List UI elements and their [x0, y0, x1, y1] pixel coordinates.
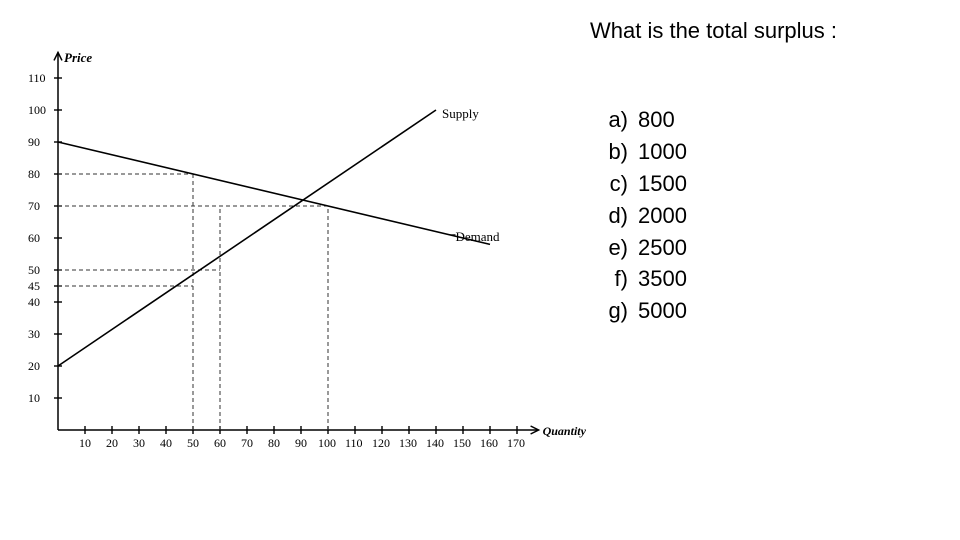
supply-label: Supply — [442, 106, 479, 122]
option-letter: g) — [590, 295, 638, 327]
x-axis-label: Quantity — [543, 424, 586, 439]
y-tick-label: 100 — [28, 103, 46, 118]
x-tick-label: 30 — [133, 436, 145, 451]
y-tick-label: 80 — [28, 167, 40, 182]
option-row: d)2000 — [590, 200, 940, 232]
chart: PriceQuantity102030404550607080901001101… — [0, 0, 580, 500]
x-tick-label: 20 — [106, 436, 118, 451]
option-letter: f) — [590, 263, 638, 295]
y-tick-label: 60 — [28, 231, 40, 246]
y-tick-label: 10 — [28, 391, 40, 406]
demand-label: Demand — [456, 229, 500, 245]
x-tick-label: 90 — [295, 436, 307, 451]
y-tick-label: 50 — [28, 263, 40, 278]
x-tick-label: 70 — [241, 436, 253, 451]
option-value: 1500 — [638, 168, 687, 200]
x-tick-label: 80 — [268, 436, 280, 451]
x-tick-label: 60 — [214, 436, 226, 451]
option-row: e)2500 — [590, 232, 940, 264]
x-tick-label: 40 — [160, 436, 172, 451]
x-tick-label: 10 — [79, 436, 91, 451]
option-letter: e) — [590, 232, 638, 264]
page: PriceQuantity102030404550607080901001101… — [0, 0, 960, 540]
option-value: 1000 — [638, 136, 687, 168]
x-tick-label: 100 — [318, 436, 336, 451]
x-tick-label: 130 — [399, 436, 417, 451]
x-tick-label: 50 — [187, 436, 199, 451]
y-tick-label: 45 — [28, 279, 40, 294]
option-letter: b) — [590, 136, 638, 168]
option-row: b)1000 — [590, 136, 940, 168]
option-letter: a) — [590, 104, 638, 136]
x-tick-label: 150 — [453, 436, 471, 451]
option-value: 5000 — [638, 295, 687, 327]
option-letter: d) — [590, 200, 638, 232]
x-tick-label: 140 — [426, 436, 444, 451]
y-tick-label: 20 — [28, 359, 40, 374]
x-tick-label: 160 — [480, 436, 498, 451]
option-value: 2000 — [638, 200, 687, 232]
y-tick-label: 70 — [28, 199, 40, 214]
y-tick-label: 30 — [28, 327, 40, 342]
y-tick-label: 40 — [28, 295, 40, 310]
option-row: g)5000 — [590, 295, 940, 327]
chart-canvas — [0, 0, 580, 500]
question-title: What is the total surplus : — [590, 18, 940, 44]
y-tick-label: 110 — [28, 71, 46, 86]
x-tick-label: 110 — [345, 436, 363, 451]
option-row: f)3500 — [590, 263, 940, 295]
option-letter: c) — [590, 168, 638, 200]
x-tick-label: 120 — [372, 436, 390, 451]
option-row: a)800 — [590, 104, 940, 136]
option-value: 3500 — [638, 263, 687, 295]
option-value: 800 — [638, 104, 675, 136]
y-axis-label: Price — [64, 50, 92, 66]
options-list: a)800b)1000c)1500d)2000e)2500f)3500g)500… — [590, 104, 940, 327]
x-tick-label: 170 — [507, 436, 525, 451]
option-row: c)1500 — [590, 168, 940, 200]
y-tick-label: 90 — [28, 135, 40, 150]
option-value: 2500 — [638, 232, 687, 264]
question-panel: What is the total surplus : a)800b)1000c… — [580, 0, 960, 540]
